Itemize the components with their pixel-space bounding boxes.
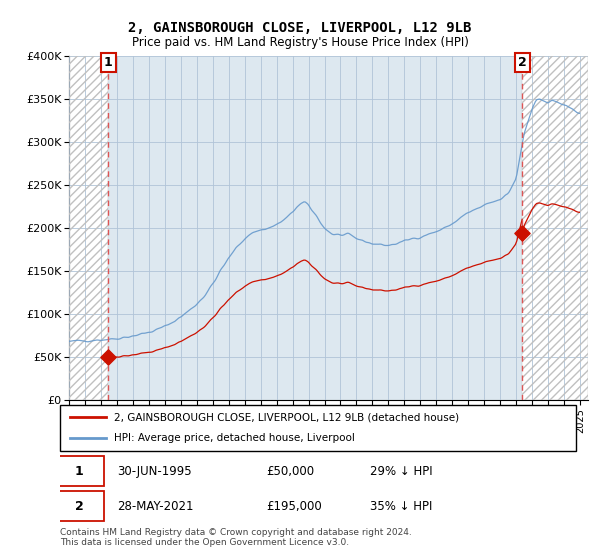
- Text: 28-MAY-2021: 28-MAY-2021: [117, 500, 193, 512]
- Text: 2: 2: [75, 500, 84, 512]
- FancyBboxPatch shape: [55, 456, 104, 486]
- Text: Price paid vs. HM Land Registry's House Price Index (HPI): Price paid vs. HM Land Registry's House …: [131, 36, 469, 49]
- Text: 1: 1: [75, 465, 84, 478]
- Text: 2, GAINSBOROUGH CLOSE, LIVERPOOL, L12 9LB: 2, GAINSBOROUGH CLOSE, LIVERPOOL, L12 9L…: [128, 21, 472, 35]
- Text: 1: 1: [104, 56, 113, 69]
- Text: £195,000: £195,000: [266, 500, 322, 512]
- Text: £50,000: £50,000: [266, 465, 314, 478]
- Text: 30-JUN-1995: 30-JUN-1995: [117, 465, 191, 478]
- Text: 2: 2: [518, 56, 527, 69]
- Point: [517, 228, 527, 237]
- FancyBboxPatch shape: [55, 492, 104, 521]
- Text: 29% ↓ HPI: 29% ↓ HPI: [370, 465, 432, 478]
- FancyBboxPatch shape: [60, 405, 576, 451]
- Text: 35% ↓ HPI: 35% ↓ HPI: [370, 500, 432, 512]
- Text: Contains HM Land Registry data © Crown copyright and database right 2024.
This d: Contains HM Land Registry data © Crown c…: [60, 528, 412, 547]
- Point: [103, 353, 113, 362]
- Text: HPI: Average price, detached house, Liverpool: HPI: Average price, detached house, Live…: [114, 433, 355, 444]
- Text: 2, GAINSBOROUGH CLOSE, LIVERPOOL, L12 9LB (detached house): 2, GAINSBOROUGH CLOSE, LIVERPOOL, L12 9L…: [114, 412, 460, 422]
